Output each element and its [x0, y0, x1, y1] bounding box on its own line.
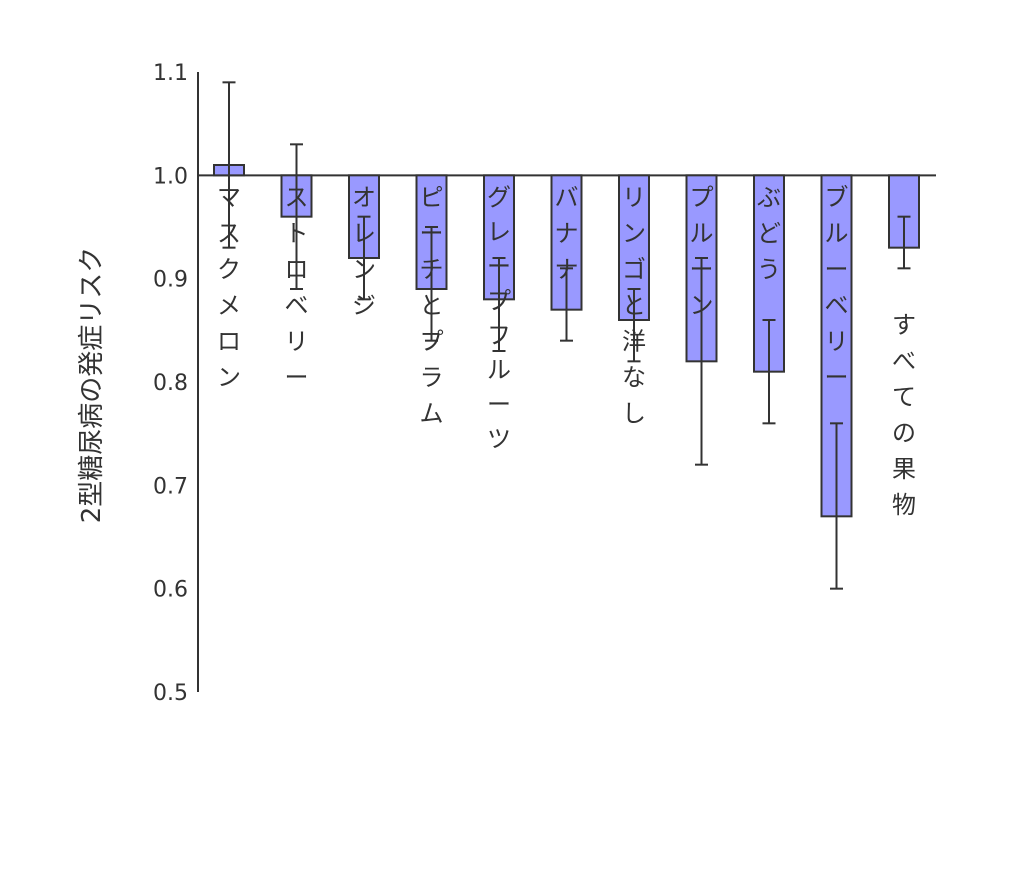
error-bar — [425, 226, 438, 342]
error-bar — [222, 81, 236, 249]
error-bar — [762, 319, 776, 425]
y-tick-label: 0.5 — [153, 681, 188, 706]
bars-group — [213, 81, 920, 590]
category-label: バナナ — [555, 183, 579, 283]
category-label: ぶどう — [757, 183, 781, 283]
y-tick-label: 0.8 — [153, 371, 188, 396]
category-labels: マスクメロン ストロベリー オレンジ ピーチとプラム グレープフルーツ バナナ リンゴと洋な… — [217, 183, 916, 519]
chart-axes: 0.5 0.6 0.7 0.8 0.9 1.0 1.1 — [153, 61, 936, 706]
y-tick-label: 1.0 — [153, 164, 188, 189]
error-bar — [695, 257, 708, 466]
error-bar — [627, 288, 641, 363]
category-label: ブルーベリー — [825, 183, 849, 391]
category-label: ストロベリー — [285, 183, 309, 391]
error-bar — [830, 422, 843, 590]
category-label: プルーン — [690, 183, 714, 319]
category-label: オレンジ — [352, 183, 376, 319]
y-tick-label: 0.7 — [153, 474, 188, 499]
error-bar — [290, 143, 303, 290]
error-bar — [897, 215, 911, 270]
category-label: ピーチとプラム — [420, 183, 444, 427]
y-tick-label: 0.6 — [153, 578, 188, 603]
category-label: すべての果物 — [892, 311, 916, 519]
category-label: グレープフルーツ — [487, 183, 511, 453]
error-bar — [560, 267, 573, 342]
y-tick-label: 1.1 — [153, 61, 188, 86]
category-label: リンゴと洋なし — [622, 183, 646, 427]
category-label: マスクメロン — [217, 183, 241, 391]
y-axis-title: 2型糖尿病の発症リスク — [77, 247, 107, 524]
error-bar — [492, 257, 506, 352]
error-bar — [357, 215, 371, 301]
y-tick-label: 0.9 — [153, 268, 188, 293]
